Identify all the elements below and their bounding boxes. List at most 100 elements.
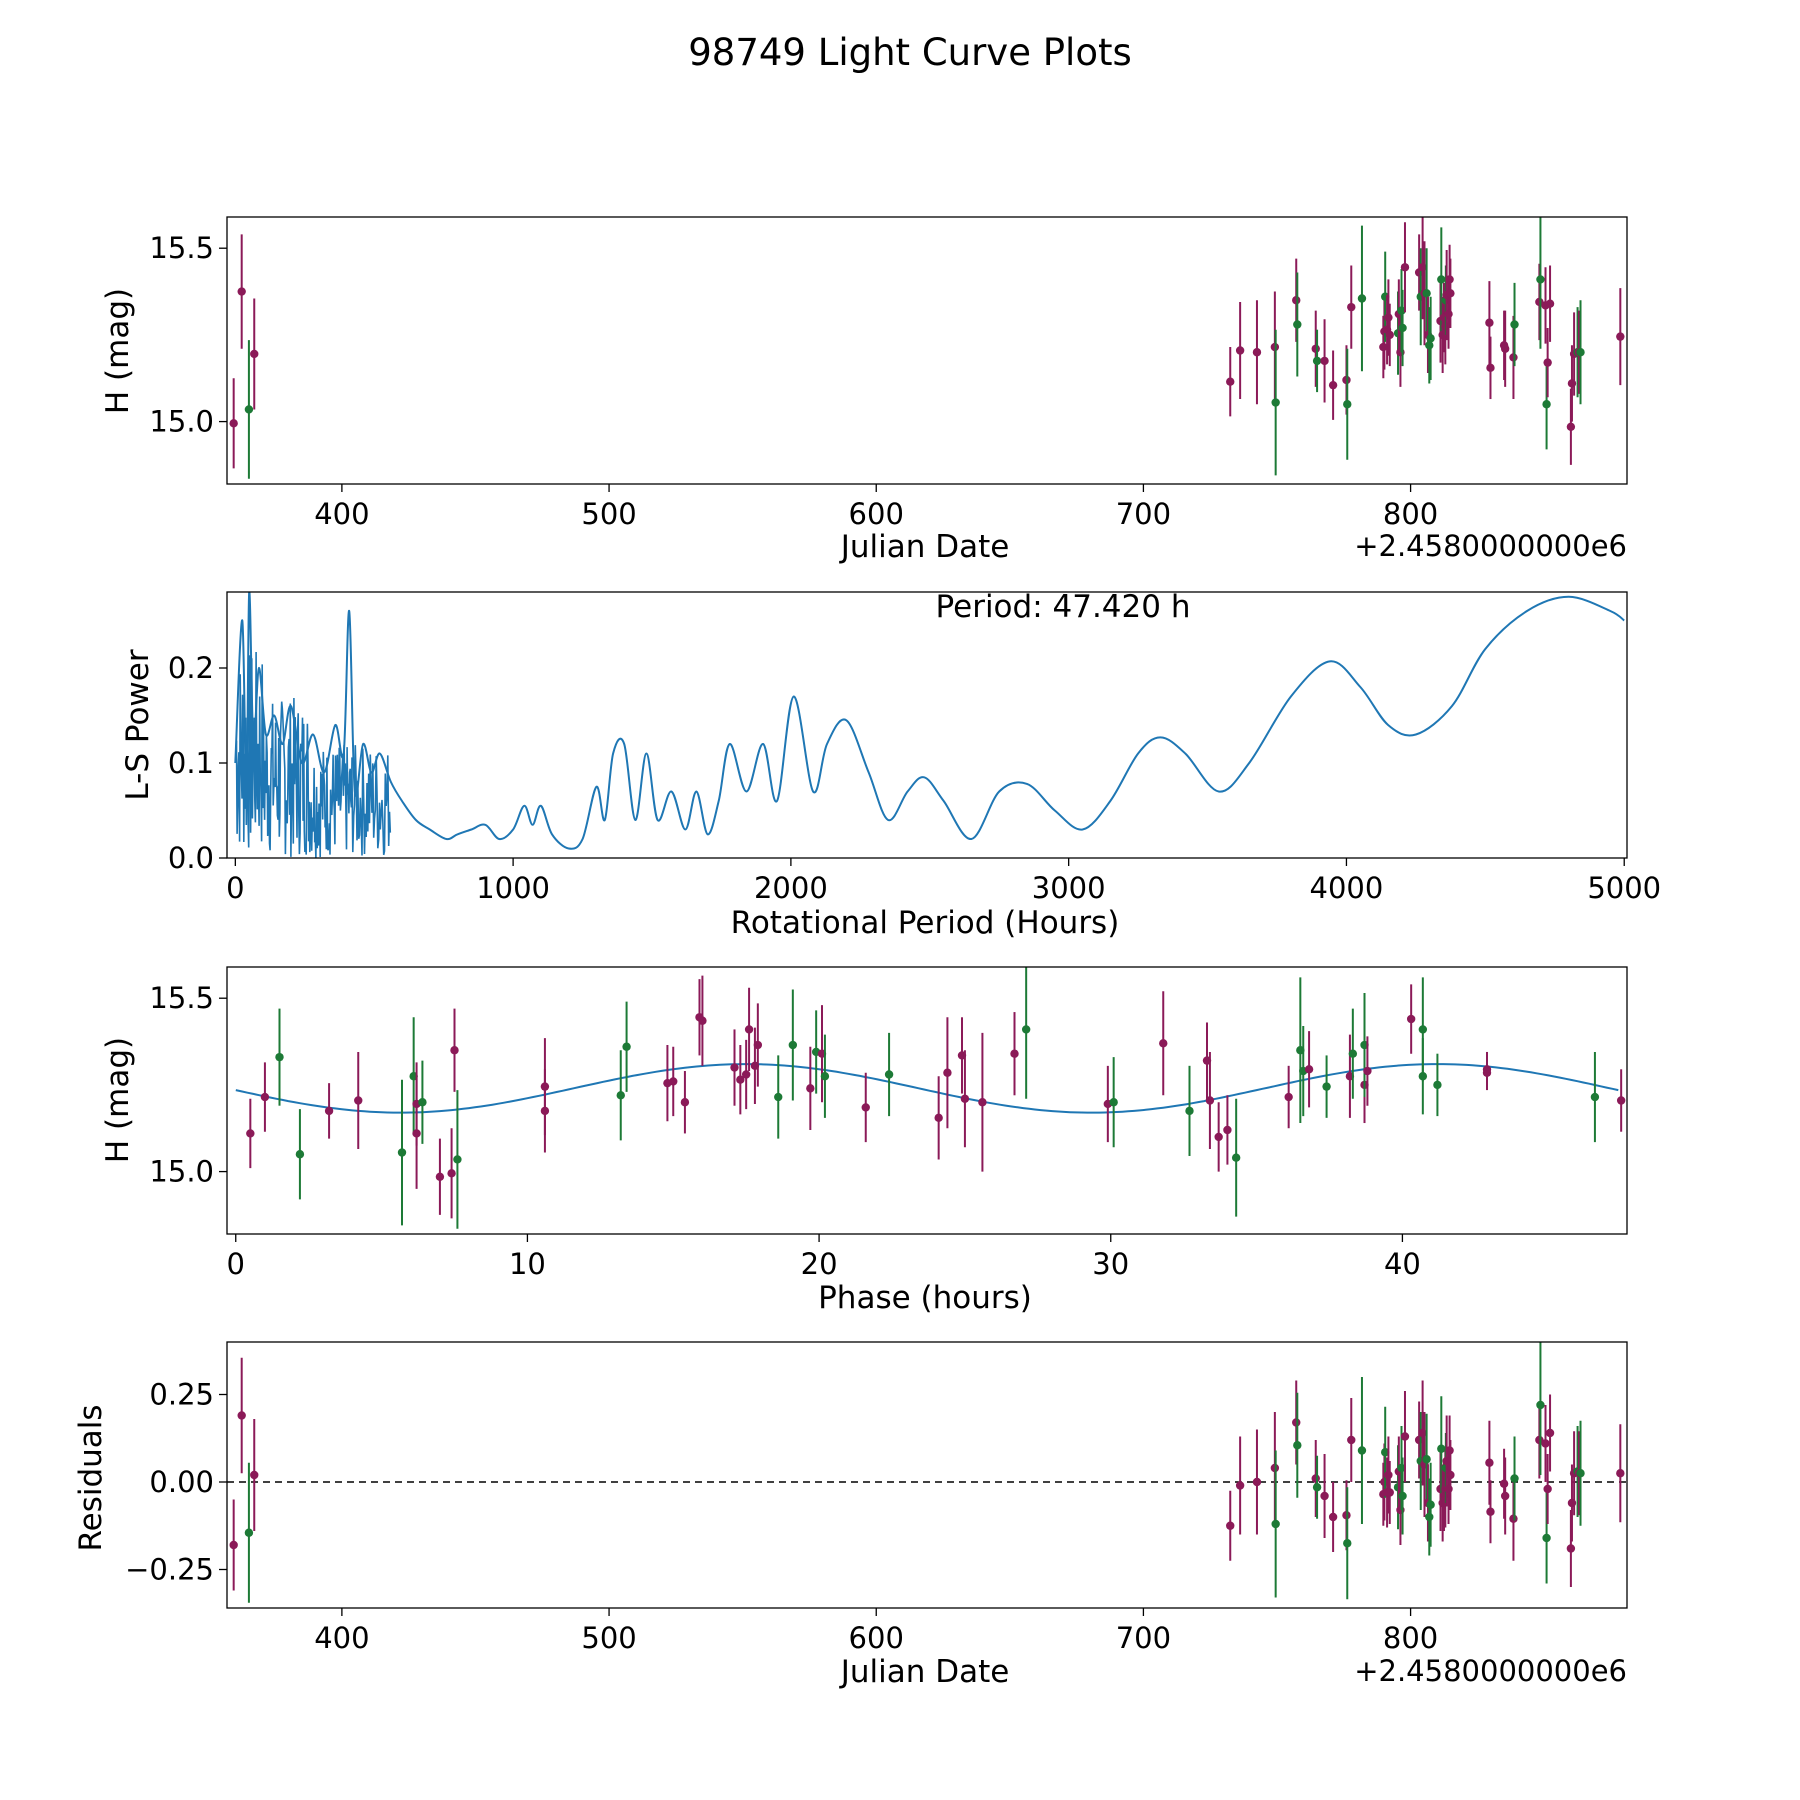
residuals-data-point bbox=[229, 1540, 238, 1550]
residuals-data-point bbox=[1500, 1491, 1510, 1501]
phased-data-point bbox=[698, 1016, 707, 1025]
residuals-data-point bbox=[1293, 1441, 1302, 1450]
light-curve-data-point bbox=[1343, 400, 1352, 409]
phased-data-point bbox=[1433, 1080, 1442, 1090]
phased-data-point bbox=[741, 1070, 751, 1079]
light-curve-data-point bbox=[1398, 323, 1407, 333]
residuals-data-point bbox=[1384, 1470, 1393, 1480]
light-curve-data-point bbox=[1384, 313, 1393, 322]
phased-xtick-label: 30 bbox=[1092, 1247, 1129, 1281]
phased-data-point bbox=[1284, 1092, 1293, 1102]
phased-data-point bbox=[447, 1169, 456, 1178]
phased-data-point bbox=[1223, 1125, 1232, 1135]
residuals-data-point bbox=[1418, 1428, 1427, 1438]
light-curve-data-point bbox=[1536, 275, 1545, 284]
phased-data-point bbox=[669, 1077, 678, 1086]
light-curve-xtick-label: 700 bbox=[1116, 497, 1171, 531]
periodogram-ylabel: L-S Power bbox=[120, 649, 156, 800]
phased-data-point bbox=[397, 1148, 407, 1157]
panel-light-curve: 400 500 600 700 800 15.0 15.5 Julian Date H (m… bbox=[100, 216, 1628, 565]
residuals-data-point bbox=[1311, 1474, 1320, 1483]
phased-data-point bbox=[960, 1094, 970, 1103]
light-curve-ytick-label: 15.0 bbox=[149, 405, 214, 439]
phased-data-point bbox=[774, 1092, 783, 1102]
residuals-data-point bbox=[1510, 1474, 1519, 1483]
periodogram-xlabel: Rotational Period (Hours) bbox=[731, 905, 1120, 941]
residuals-data-point bbox=[1398, 1491, 1407, 1501]
phased-plot-area bbox=[235, 967, 1626, 1229]
residuals-data-point bbox=[1509, 1514, 1518, 1523]
residuals-data-point bbox=[1541, 1439, 1550, 1448]
light-curve-data-point bbox=[1425, 341, 1434, 350]
periodogram-xtick-label: 4000 bbox=[1310, 871, 1384, 905]
residuals-ytick-label: 0.00 bbox=[149, 1465, 214, 1499]
periodogram-ytick-label: 0.1 bbox=[168, 746, 214, 780]
phased-data-point bbox=[736, 1075, 745, 1084]
light-curve-data-point bbox=[1485, 318, 1494, 327]
light-curve-data-point bbox=[1347, 302, 1356, 312]
phased-data-point bbox=[1590, 1092, 1600, 1102]
light-curve-data-point bbox=[1616, 332, 1625, 341]
residuals-data-point bbox=[250, 1470, 259, 1480]
light-curve-data-point bbox=[1543, 358, 1552, 367]
residuals-marks bbox=[229, 1342, 1625, 1603]
figure-title: 98749 Light Curve Plots bbox=[688, 31, 1132, 74]
phased-data-point bbox=[1231, 1153, 1241, 1162]
residuals-offset-text: +2.4580000000e6 bbox=[1354, 1654, 1627, 1688]
residuals-data-point bbox=[1397, 1463, 1406, 1473]
light-curve-plot-area bbox=[229, 217, 1625, 479]
phased-data-point bbox=[884, 1070, 894, 1079]
phased-data-point bbox=[450, 1046, 459, 1055]
phased-data-point bbox=[861, 1103, 870, 1112]
light-curve-data-point bbox=[244, 405, 254, 414]
periodogram-xtick-label: 2000 bbox=[754, 871, 828, 905]
periodogram-xtick-label: 0 bbox=[226, 871, 244, 905]
phased-data-point bbox=[246, 1129, 255, 1138]
residuals-data-point bbox=[1444, 1484, 1453, 1494]
phased-data-point bbox=[820, 1072, 830, 1081]
light-curve-data-point bbox=[1400, 263, 1410, 272]
phased-data-point bbox=[295, 1150, 305, 1159]
residuals-xtick-label: 800 bbox=[1383, 1621, 1438, 1655]
light-curve-data-point bbox=[1426, 334, 1435, 343]
periodogram-plot-area bbox=[234, 592, 1625, 858]
light-curve-xtick-label: 800 bbox=[1383, 497, 1438, 531]
residuals-data-point bbox=[1312, 1483, 1322, 1492]
residuals-xlabel: Julian Date bbox=[839, 1654, 1010, 1690]
light-curve-data-point bbox=[1293, 320, 1302, 329]
light-curve-data-point bbox=[1397, 306, 1406, 315]
phased-data-point bbox=[934, 1113, 943, 1123]
residuals-data-point bbox=[1437, 1444, 1446, 1453]
phased-data-point bbox=[680, 1098, 690, 1107]
light-curve-data-point bbox=[250, 349, 259, 359]
phased-data-point bbox=[1214, 1132, 1223, 1142]
light-curve-xlabel: Julian Date bbox=[839, 529, 1010, 565]
residuals-data-point bbox=[237, 1411, 246, 1420]
light-curve-xtick-label: 400 bbox=[314, 497, 369, 531]
residuals-ytick-label: 0.25 bbox=[149, 1378, 214, 1412]
phased-data-point bbox=[1418, 1025, 1428, 1034]
residuals-data-point bbox=[1543, 1484, 1552, 1494]
residuals-data-point bbox=[1566, 1544, 1576, 1553]
phased-data-point bbox=[275, 1052, 284, 1062]
residuals-data-point bbox=[1485, 1458, 1494, 1467]
residuals-data-point bbox=[1536, 1400, 1545, 1410]
light-curve-data-point bbox=[1486, 363, 1495, 373]
phased-data-point bbox=[1322, 1082, 1331, 1091]
light-curve-ticks: 400 500 600 700 800 15.0 15.5 bbox=[149, 231, 1438, 531]
phased-data-point bbox=[260, 1092, 270, 1102]
light-curve-data-point bbox=[1226, 377, 1235, 386]
residuals-xtick-label: 500 bbox=[581, 1621, 636, 1655]
periodogram-ytick-label: 0.2 bbox=[168, 651, 214, 685]
phased-marks bbox=[246, 967, 1626, 1229]
phased-data-point bbox=[1021, 1025, 1031, 1034]
light-curve-data-point bbox=[1271, 398, 1280, 407]
residuals-xtick-label: 400 bbox=[314, 1621, 369, 1655]
light-curve-data-point bbox=[1328, 380, 1338, 390]
light-curve-data-point bbox=[1545, 299, 1555, 308]
phased-data-point bbox=[435, 1172, 445, 1181]
light-curve-xtick-label: 600 bbox=[849, 497, 904, 531]
periodogram-dense-peaks bbox=[234, 651, 392, 858]
residuals-data-point bbox=[1292, 1418, 1301, 1427]
